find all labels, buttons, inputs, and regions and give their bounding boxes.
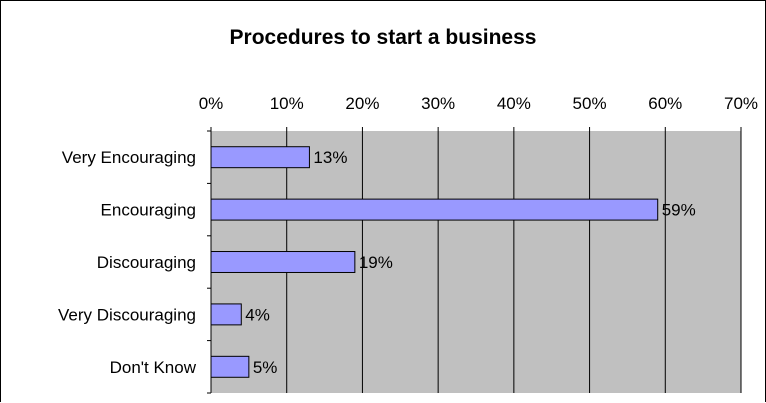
bar bbox=[211, 147, 309, 168]
data-label: 19% bbox=[359, 253, 393, 272]
category-label: Very Encouraging bbox=[62, 148, 196, 167]
category-label: Discouraging bbox=[97, 253, 196, 272]
x-tick-label: 70% bbox=[724, 94, 758, 113]
x-tick-label: 10% bbox=[270, 94, 304, 113]
category-label: Don't Know bbox=[110, 358, 197, 377]
data-label: 5% bbox=[253, 358, 278, 377]
data-label: 13% bbox=[313, 148, 347, 167]
x-tick-label: 60% bbox=[648, 94, 682, 113]
bar bbox=[211, 199, 658, 220]
x-tick-label: 0% bbox=[199, 94, 224, 113]
category-label: Very Discouraging bbox=[58, 305, 196, 324]
category-label: Encouraging bbox=[101, 201, 196, 220]
data-label: 4% bbox=[245, 305, 270, 324]
x-tick-label: 30% bbox=[421, 94, 455, 113]
bar bbox=[211, 304, 241, 325]
data-label: 59% bbox=[662, 201, 696, 220]
bar bbox=[211, 356, 249, 377]
x-tick-label: 20% bbox=[345, 94, 379, 113]
x-tick-label: 40% bbox=[497, 94, 531, 113]
x-tick-label: 50% bbox=[573, 94, 607, 113]
bar bbox=[211, 252, 355, 273]
plot-area: 0% 10% 20% 30% 40% 50% 60% 70% Very Encouraging 1… bbox=[58, 94, 758, 393]
